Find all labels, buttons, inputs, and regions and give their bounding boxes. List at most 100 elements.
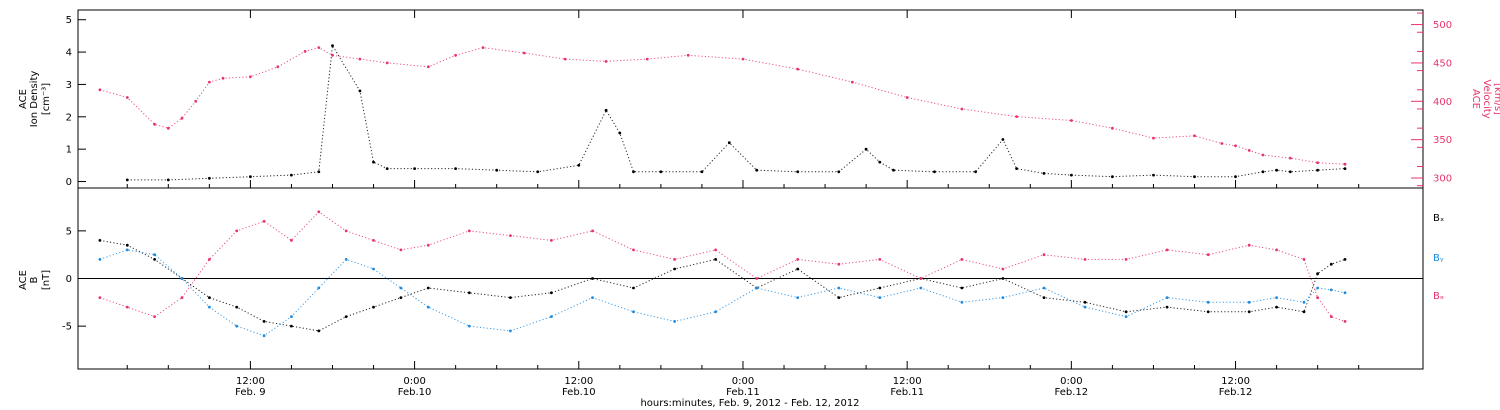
field-by-point [878, 296, 882, 299]
field-bz-point [1083, 258, 1087, 261]
density-axis-ticks: 0 1 2 3 4 5 [66, 15, 86, 188]
field-by-point [125, 248, 129, 252]
density-point [1001, 138, 1005, 141]
density-point [1261, 170, 1265, 174]
velocity-point [1234, 144, 1237, 148]
field-bx-point [1247, 310, 1251, 314]
field-by-point [1316, 286, 1319, 290]
velocity-point [851, 80, 854, 84]
field-bz-point [1329, 315, 1333, 318]
density-tick-label: 0 [66, 177, 72, 188]
density-point [974, 170, 977, 174]
velocity-point [98, 88, 102, 92]
field-by-point [290, 315, 293, 318]
velocity-point [153, 122, 157, 126]
field-by-point [673, 320, 676, 323]
density-point [933, 170, 936, 174]
field-by-point [153, 253, 157, 257]
density-tick-label: 4 [66, 48, 72, 59]
velocity-point [1316, 161, 1319, 165]
field-bz-point [262, 219, 266, 223]
field-bz-point [98, 296, 102, 299]
field-bx-point [208, 296, 211, 299]
magnetic-field-panel: -5 0 5 ACE B [nT] Bₓ Bᵧ Bₔ [18, 187, 1444, 370]
field-by-point [317, 286, 321, 290]
density-tick-label: 5 [66, 15, 72, 26]
velocity-point [960, 107, 964, 111]
density-point [1070, 173, 1073, 177]
field-bx-point [1329, 262, 1333, 266]
velocity-point [385, 61, 389, 65]
field-bx-point [372, 305, 375, 309]
field-bz-point [180, 296, 184, 299]
field-by-point [714, 310, 717, 314]
density-point [317, 170, 321, 174]
density-axis-label-line2: Ion Density [29, 71, 40, 128]
time-tick-label: 0:00 [1060, 376, 1082, 387]
field-bx-point [426, 286, 430, 290]
velocity-point [276, 65, 280, 69]
field-bz-point [837, 262, 841, 266]
field-bx-point [1042, 296, 1046, 299]
density-point [1275, 168, 1278, 172]
velocity-point [454, 53, 457, 57]
velocity-tick-label: 450 [1433, 58, 1452, 69]
field-by-point [1247, 300, 1251, 304]
field-bx-point [1001, 277, 1005, 280]
velocity-axis-label-line1: ACE [1470, 89, 1481, 109]
field-tick-label: 0 [66, 274, 72, 285]
field-tick-label: -5 [62, 322, 72, 333]
field-bz-point [1165, 248, 1169, 252]
density-point [878, 160, 882, 164]
density-point [632, 170, 635, 174]
field-bz-point [550, 239, 553, 242]
field-bz-point [755, 277, 759, 280]
field-by-point [591, 296, 594, 299]
legend-bx: Bₓ [1433, 213, 1444, 224]
field-bz-point [1302, 258, 1306, 261]
field-bz-point [467, 229, 471, 233]
velocity-point [317, 46, 321, 49]
velocity-tick-label: 350 [1433, 135, 1452, 146]
date-tick-label: Feb.10 [398, 387, 432, 398]
field-bx-point [1316, 272, 1319, 276]
field-bx-point [509, 296, 512, 299]
density-point [1343, 167, 1347, 171]
field-bx-point [235, 305, 239, 309]
field-by-point [344, 258, 348, 261]
density-point [454, 167, 457, 171]
density-point [700, 170, 704, 174]
velocity-point [1015, 115, 1018, 118]
density-point [796, 170, 800, 174]
velocity-point [208, 80, 211, 84]
field-bx-point [399, 296, 403, 299]
field-bx-point [632, 286, 635, 290]
field-bz-point [919, 277, 923, 280]
time-axis-title: hours:minutes, Feb. 9, 2012 - Feb. 12, 2… [640, 398, 859, 409]
velocity-point [194, 99, 198, 103]
velocity-point [481, 46, 485, 49]
density-point [166, 178, 170, 182]
density-trace [127, 44, 1346, 181]
field-by-point [399, 286, 403, 290]
field-bx-point [550, 291, 553, 295]
field-bx-point [1343, 258, 1347, 261]
density-point [755, 168, 759, 172]
field-bx-point [153, 258, 157, 261]
field-by-point [208, 305, 211, 309]
velocity-point [1193, 134, 1196, 138]
field-bx-point [796, 267, 800, 271]
velocity-point [1070, 119, 1073, 122]
field-bz-point [796, 258, 800, 261]
field-bz-point [1124, 258, 1128, 261]
field-bx-point [1165, 305, 1169, 309]
velocity-point [249, 75, 252, 79]
field-bz-point [1247, 243, 1251, 247]
density-tick-label: 1 [66, 145, 72, 156]
field-bz-point [372, 239, 375, 242]
field-bx-point [1302, 310, 1306, 314]
time-tick-label: 0:00 [403, 376, 425, 387]
velocity-point [358, 57, 362, 61]
density-point [1152, 173, 1155, 177]
field-bz-point [125, 305, 129, 309]
